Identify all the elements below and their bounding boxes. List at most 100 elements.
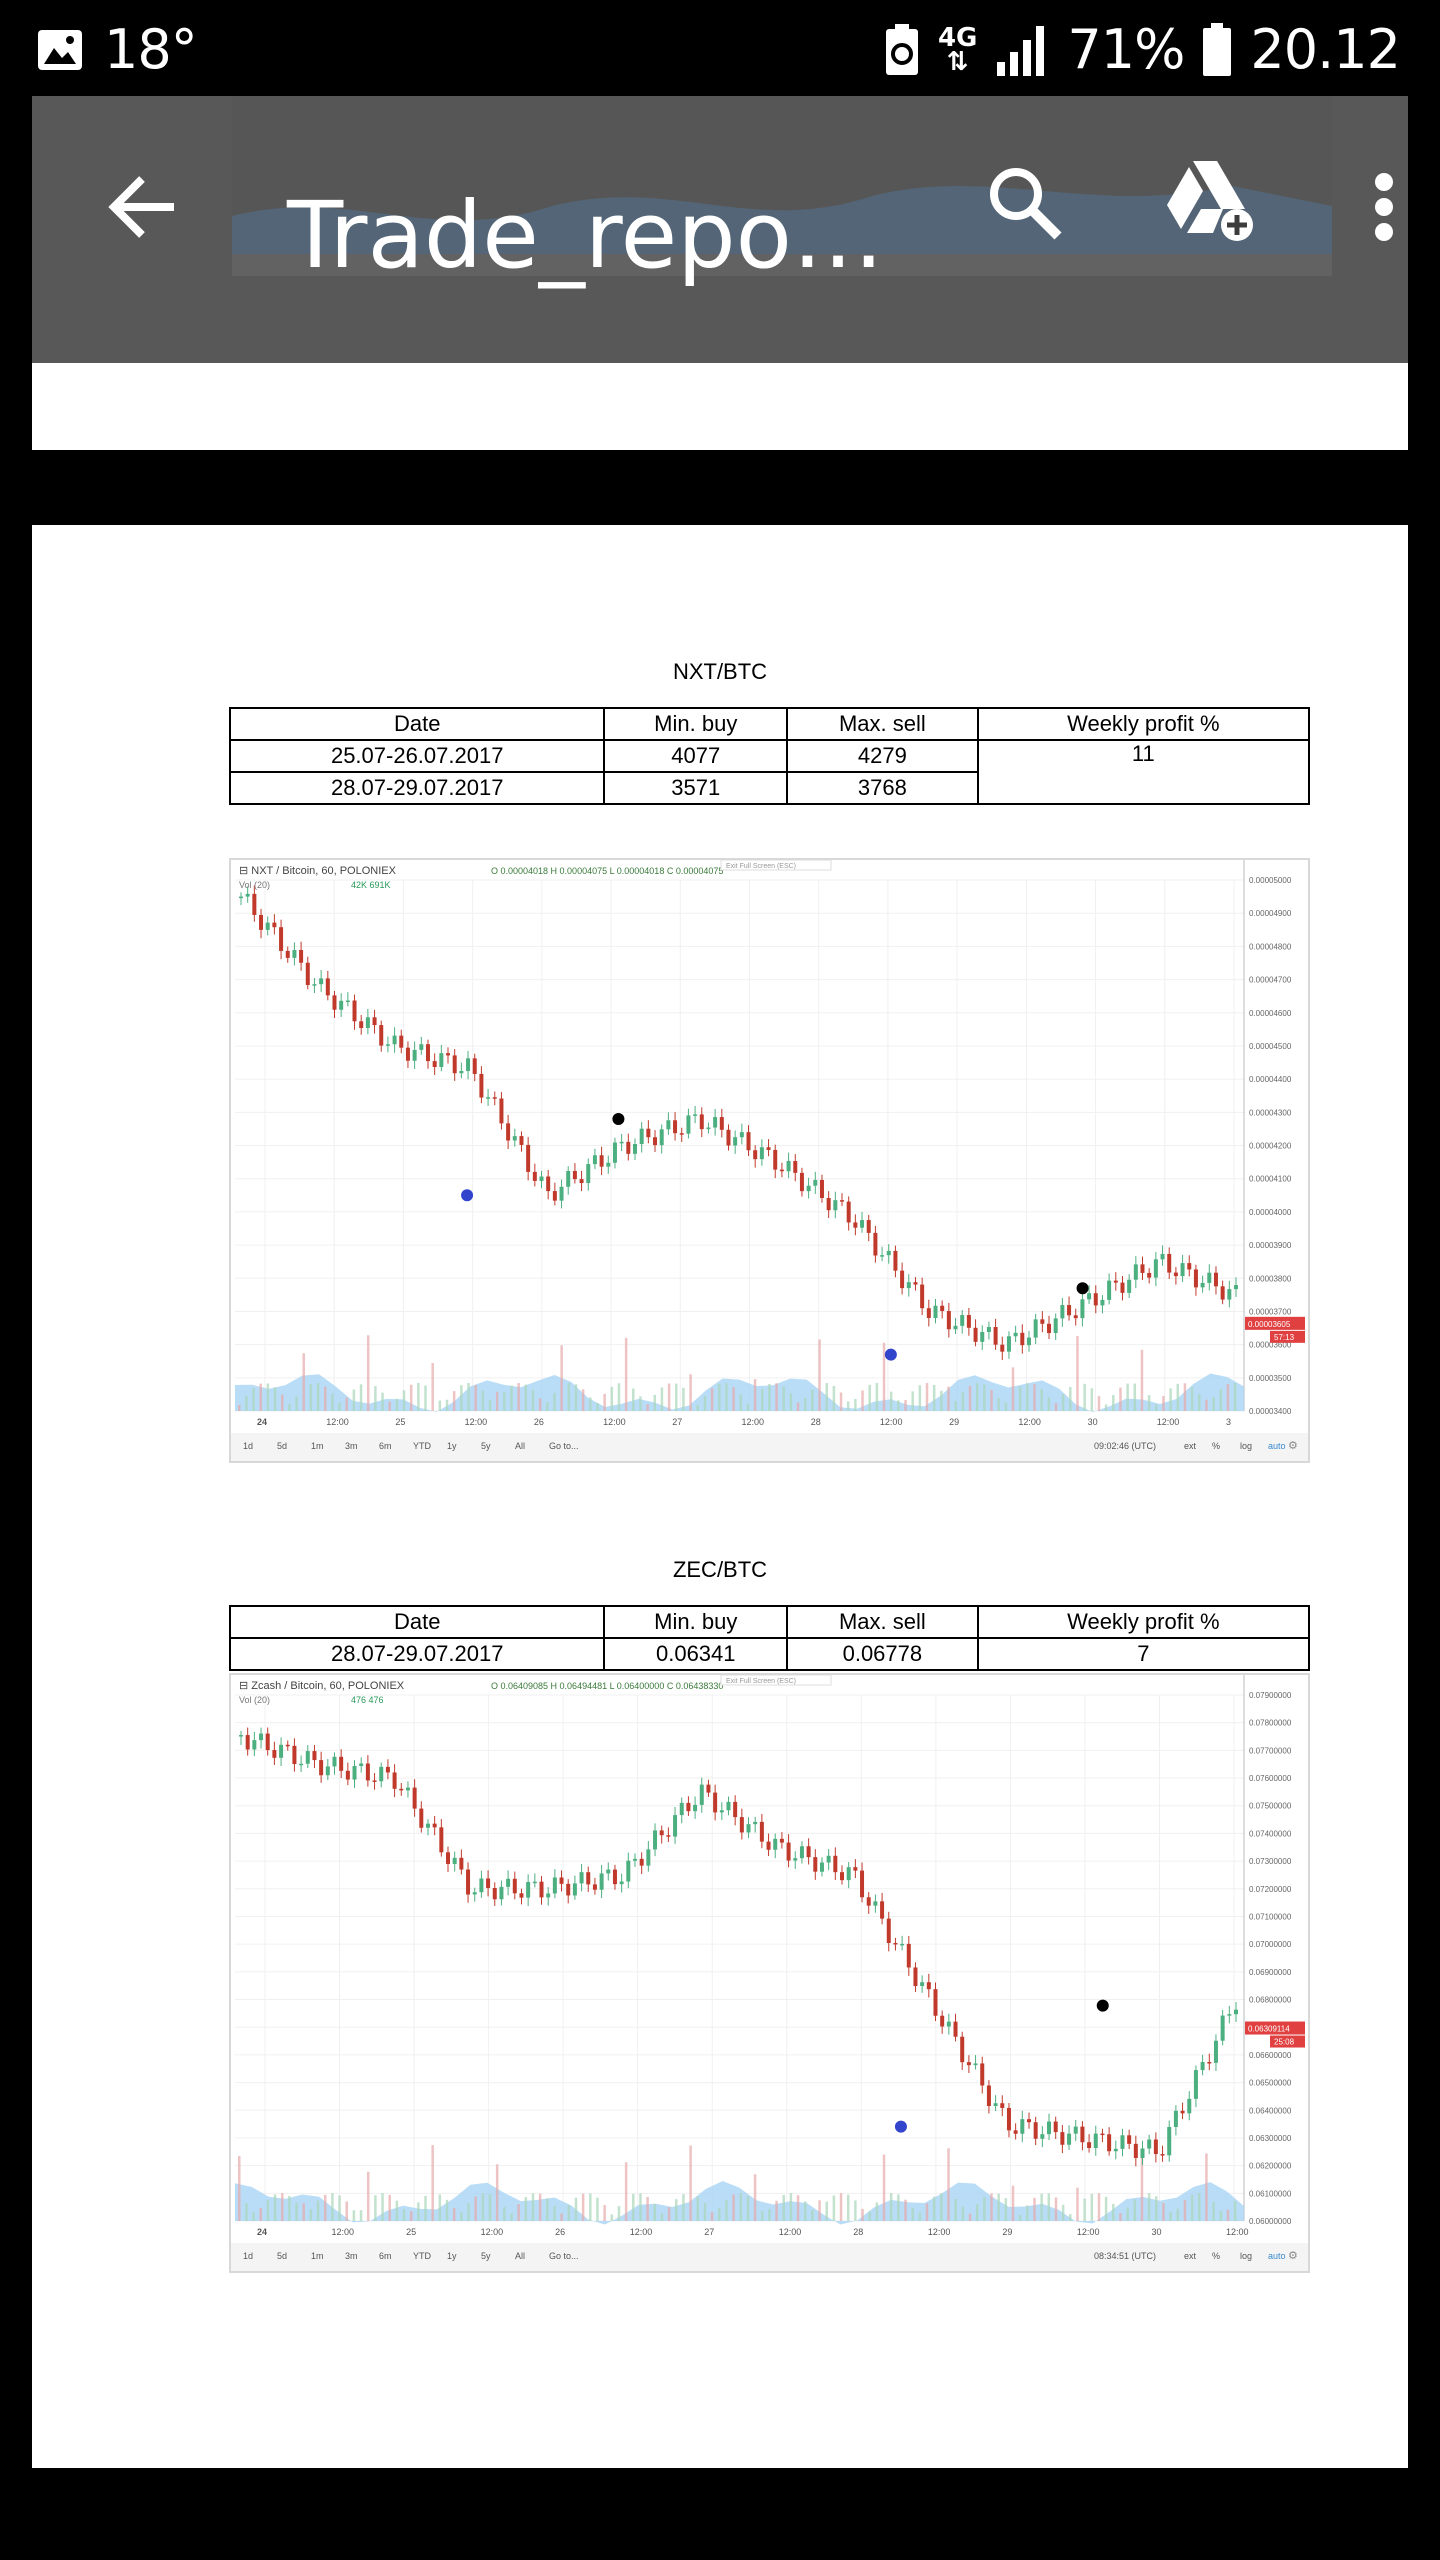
volume-bar: [238, 2156, 241, 2221]
candle-body: [1140, 2148, 1145, 2158]
volume-bar: [825, 2201, 828, 2221]
scale-option[interactable]: ext: [1184, 2251, 1197, 2261]
volume-bar: [302, 1353, 305, 1411]
timeframe-button[interactable]: 5d: [277, 2251, 287, 2261]
timeframe-button[interactable]: 3m: [345, 2251, 358, 2261]
candle-body: [826, 1855, 831, 1863]
timeframe-button[interactable]: 5y: [481, 2251, 491, 2261]
scale-option[interactable]: %: [1212, 2251, 1220, 2261]
volume-bar: [259, 1383, 262, 1411]
volume-bar: [882, 1342, 886, 1411]
timeframe-button[interactable]: 5y: [481, 1441, 491, 1451]
volume-bar: [646, 1404, 649, 1411]
y-tick-label: 0.00004700: [1249, 976, 1292, 985]
volume-bar: [1033, 1384, 1036, 1411]
volume-bar: [1190, 1386, 1194, 1411]
more-options-button[interactable]: [1329, 152, 1439, 262]
timeframe-button[interactable]: All: [515, 1441, 525, 1451]
candle-body: [459, 1857, 464, 1870]
candle-body: [686, 1802, 691, 1812]
candle-body: [1033, 1319, 1038, 1338]
scale-option[interactable]: auto: [1268, 2251, 1286, 2261]
chart-canvas: 0.07900000 0.07800000 0.07700000 0.07600000…: [231, 1675, 1308, 2271]
scale-option[interactable]: %: [1212, 1441, 1220, 1451]
candle-body: [806, 1846, 811, 1858]
add-to-drive-button[interactable]: [1156, 146, 1266, 256]
timeframe-button[interactable]: 6m: [379, 1441, 392, 1451]
volume-bar: [395, 1398, 399, 1411]
volume-bar: [409, 1384, 413, 1411]
candle-body: [405, 1787, 410, 1791]
candle-body: [526, 1881, 531, 1898]
x-tick-label: 12:00: [779, 2227, 802, 2237]
volume-bar: [323, 2194, 327, 2221]
zec-btc-chart[interactable]: 0.07900000 0.07800000 0.07700000 0.07600000…: [229, 1673, 1310, 2273]
candle-body: [1127, 2135, 1132, 2144]
y-tick-label: 0.07400000: [1249, 1829, 1292, 1838]
volume-bar: [868, 2211, 871, 2221]
ohlc-readout: O 0.06409085 H 0.06494481 L 0.06400000 C…: [491, 1681, 723, 1691]
timeframe-button[interactable]: 1m: [311, 1441, 324, 1451]
scale-option[interactable]: ext: [1184, 1441, 1197, 1451]
volume-bar: [560, 2213, 563, 2221]
candle-body: [272, 922, 277, 928]
candle-body: [940, 1305, 945, 1312]
scale-option[interactable]: log: [1240, 2251, 1252, 2261]
timeframe-button[interactable]: 1d: [243, 1441, 253, 1451]
candle-body: [653, 1137, 658, 1146]
volume-bar: [596, 2197, 599, 2221]
candle-body: [1047, 2121, 1052, 2135]
volume-bar: [438, 1400, 442, 1411]
candle-body: [245, 893, 250, 897]
y-tick-label: 0.06500000: [1249, 2079, 1292, 2088]
volume-bar: [245, 1395, 248, 1411]
timeframe-button[interactable]: 1y: [447, 1441, 457, 1451]
timeframe-button[interactable]: 1y: [447, 2251, 457, 2261]
volume-bar: [1169, 1388, 1172, 1411]
settings-gear-icon[interactable]: ⚙: [1288, 2249, 1298, 2262]
timeframe-button[interactable]: Go to...: [549, 1441, 579, 1451]
price-tag-label: 0.00003605: [1248, 1320, 1291, 1329]
volume-bar: [288, 2195, 291, 2221]
ohlc-readout: O 0.00004018 H 0.00004075 L 0.00004018 C…: [491, 866, 723, 876]
candle-body: [860, 1870, 865, 1898]
y-tick-label: 0.00004900: [1249, 909, 1292, 918]
timeframe-button[interactable]: YTD: [413, 2251, 432, 2261]
timeframe-button[interactable]: 6m: [379, 2251, 392, 2261]
candle-body: [853, 1222, 858, 1228]
candle-body: [285, 950, 290, 958]
volume-bar: [603, 1393, 606, 1411]
timeframe-button[interactable]: 3m: [345, 1441, 358, 1451]
y-tick-label: 0.00003700: [1249, 1307, 1292, 1316]
scale-option[interactable]: log: [1240, 1441, 1252, 1451]
timeframe-button[interactable]: Go to...: [549, 2251, 579, 2261]
search-button[interactable]: [970, 148, 1080, 258]
volume-bar: [331, 1393, 334, 1411]
candle-body: [339, 1756, 344, 1771]
candle-body: [1013, 2130, 1018, 2134]
timeframe-button[interactable]: 1m: [311, 2251, 324, 2261]
volume-bar: [1219, 2210, 1223, 2221]
candle-body: [292, 1745, 297, 1765]
candle-body: [1193, 2070, 1198, 2099]
settings-gear-icon[interactable]: ⚙: [1288, 1439, 1298, 1452]
volume-bar: [775, 2200, 778, 2221]
volume-bar: [1147, 2193, 1151, 2221]
volume-bar: [768, 2209, 771, 2221]
nxt-btc-chart[interactable]: 0.00005000 0.00004900 0.00004800 0.00004700…: [229, 858, 1310, 1463]
candle-body: [693, 1804, 698, 1812]
candle-body: [653, 1830, 658, 1850]
volume-bar: [818, 2200, 821, 2221]
scale-option[interactable]: auto: [1268, 1441, 1286, 1451]
search-icon: [990, 168, 1062, 240]
x-tick-label: 12:00: [326, 1417, 349, 1427]
back-button[interactable]: [87, 152, 197, 262]
timeframe-button[interactable]: 5d: [277, 1441, 287, 1451]
y-tick-label: 0.07000000: [1249, 1940, 1292, 1949]
timeframe-button[interactable]: All: [515, 2251, 525, 2261]
candle-body: [1147, 1272, 1152, 1278]
candle-body: [345, 1000, 350, 1003]
timeframe-button[interactable]: YTD: [413, 1441, 432, 1451]
volume-bar: [1097, 2193, 1101, 2221]
timeframe-button[interactable]: 1d: [243, 2251, 253, 2261]
